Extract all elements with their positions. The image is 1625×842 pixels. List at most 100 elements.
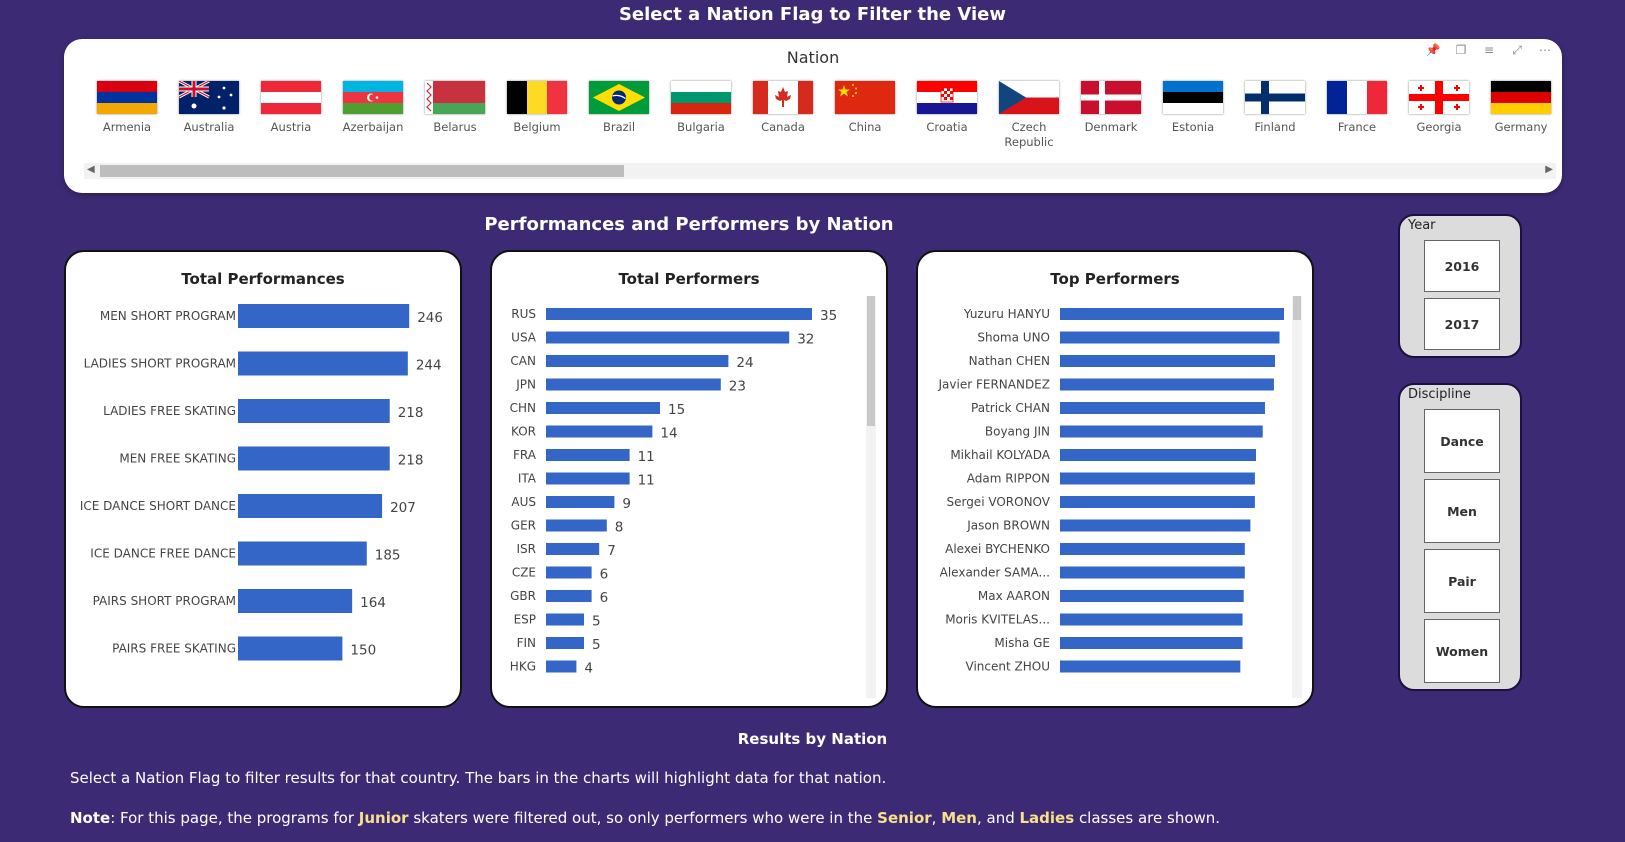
bar[interactable] — [546, 331, 790, 344]
bar[interactable] — [238, 446, 390, 471]
bar[interactable] — [546, 425, 653, 438]
filter-icon[interactable]: ≡ — [1483, 43, 1495, 57]
belarus-flag-icon[interactable] — [425, 81, 485, 114]
year-option[interactable]: 2017 — [1424, 298, 1500, 350]
bar[interactable] — [1060, 496, 1255, 508]
flag-item-bulgaria[interactable]: Bulgaria — [660, 81, 742, 150]
bar[interactable] — [1060, 543, 1245, 555]
chart-title: Top Performers — [1050, 270, 1180, 288]
bar[interactable] — [238, 541, 367, 566]
austria-flag-icon[interactable] — [261, 81, 321, 114]
azerbaijan-flag-icon[interactable] — [343, 81, 403, 114]
bar[interactable] — [1060, 425, 1263, 438]
bar[interactable] — [1060, 660, 1241, 673]
finland-flag-icon[interactable] — [1245, 81, 1305, 114]
bar[interactable] — [1060, 378, 1274, 391]
bar[interactable] — [546, 308, 812, 320]
copy-icon[interactable]: ❐ — [1455, 43, 1467, 57]
flag-item-canada[interactable]: Canada — [742, 81, 824, 150]
armenia-flag-icon[interactable] — [97, 81, 157, 114]
flag-item-brazil[interactable]: Brazil — [578, 81, 660, 150]
georgia-flag-icon[interactable] — [1409, 81, 1469, 114]
bar[interactable] — [546, 590, 592, 602]
year-option[interactable]: 2016 — [1424, 240, 1500, 292]
flag-item-armenia[interactable]: Armenia — [86, 81, 168, 150]
bulgaria-flag-icon[interactable] — [671, 81, 731, 114]
belgium-flag-icon[interactable] — [507, 81, 567, 114]
flag-item-austria[interactable]: Austria — [250, 81, 332, 150]
bar[interactable] — [546, 402, 660, 414]
flag-item-australia[interactable]: Australia — [168, 81, 250, 150]
bar[interactable] — [238, 494, 383, 518]
flag-item-france[interactable]: France — [1316, 81, 1398, 150]
flag-item-china[interactable]: China — [824, 81, 906, 150]
bar[interactable] — [238, 351, 408, 376]
flag-item-azerbaijan[interactable]: Azerbaijan — [332, 81, 414, 150]
bar[interactable] — [1060, 566, 1245, 579]
vertical-scrollbar[interactable] — [866, 296, 876, 698]
bar[interactable] — [546, 449, 630, 461]
bar[interactable] — [1060, 472, 1255, 485]
flag-item-estonia[interactable]: Estonia — [1152, 81, 1234, 150]
category-label: Yuzuru HANYU — [963, 307, 1050, 321]
scrollbar-thumb[interactable] — [867, 296, 875, 426]
bar[interactable] — [546, 519, 607, 532]
scrollbar-thumb[interactable] — [1293, 296, 1301, 320]
bar[interactable] — [238, 589, 353, 613]
bar[interactable] — [1060, 308, 1284, 320]
focus-mode-icon[interactable]: ⤢ — [1512, 43, 1522, 57]
more-options-icon[interactable]: ⋯ — [1539, 43, 1551, 57]
flag-item-denmark[interactable]: Denmark — [1070, 81, 1152, 150]
bar[interactable] — [546, 637, 584, 649]
data-label: 14 — [660, 426, 677, 442]
flag-item-croatia[interactable]: Croatia — [906, 81, 988, 150]
brazil-flag-icon[interactable] — [589, 81, 649, 114]
flag-item-belgium[interactable]: Belgium — [496, 81, 578, 150]
bar[interactable] — [1060, 402, 1265, 414]
flag-item-czech[interactable]: Czech Republic — [988, 81, 1070, 150]
horizontal-scrollbar[interactable]: ◀ ▶ — [84, 163, 1556, 179]
bar[interactable] — [546, 472, 630, 485]
bar[interactable] — [546, 378, 721, 391]
australia-flag-icon[interactable] — [179, 81, 239, 114]
bar[interactable] — [1060, 613, 1243, 626]
discipline-option[interactable]: Men — [1424, 479, 1500, 543]
bar[interactable] — [238, 399, 390, 423]
bar[interactable] — [546, 355, 729, 367]
flag-item-belarus[interactable]: Belarus — [414, 81, 496, 150]
estonia-flag-icon[interactable] — [1163, 81, 1223, 114]
bar[interactable] — [546, 496, 615, 508]
vertical-scrollbar[interactable] — [1292, 296, 1302, 698]
discipline-option[interactable]: Pair — [1424, 549, 1500, 613]
scrollbar-thumb[interactable] — [100, 165, 624, 177]
canada-flag-icon[interactable] — [753, 81, 813, 114]
discipline-option[interactable]: Women — [1424, 619, 1500, 683]
bar[interactable] — [1060, 331, 1280, 344]
scroll-right-icon[interactable]: ▶ — [1545, 164, 1553, 175]
pin-icon[interactable]: 📌 — [1425, 43, 1441, 57]
flag-item-georgia[interactable]: Georgia — [1398, 81, 1480, 150]
china-flag-icon[interactable] — [835, 81, 895, 114]
bar[interactable] — [238, 304, 410, 328]
note-text: classes are shown. — [1074, 809, 1221, 827]
flag-item-germany[interactable]: Germany — [1480, 81, 1562, 150]
bar[interactable] — [546, 613, 584, 626]
bar[interactable] — [1060, 637, 1243, 649]
bar[interactable] — [1060, 355, 1276, 367]
czech-flag-icon[interactable] — [999, 81, 1059, 114]
bar[interactable] — [546, 566, 592, 579]
bar[interactable] — [546, 660, 577, 673]
bar[interactable] — [546, 543, 600, 555]
france-flag-icon[interactable] — [1327, 81, 1387, 114]
scroll-left-icon[interactable]: ◀ — [87, 164, 95, 175]
bar[interactable] — [1060, 590, 1244, 602]
flag-item-finland[interactable]: Finland — [1234, 81, 1316, 150]
germany-flag-icon[interactable] — [1491, 81, 1551, 114]
croatia-flag-icon[interactable] — [917, 81, 977, 114]
denmark-flag-icon[interactable] — [1081, 81, 1141, 114]
bar[interactable] — [1060, 449, 1256, 461]
bar[interactable] — [238, 636, 343, 661]
category-label: Vincent ZHOU — [966, 660, 1050, 674]
bar[interactable] — [1060, 519, 1251, 532]
discipline-option[interactable]: Dance — [1424, 409, 1500, 473]
